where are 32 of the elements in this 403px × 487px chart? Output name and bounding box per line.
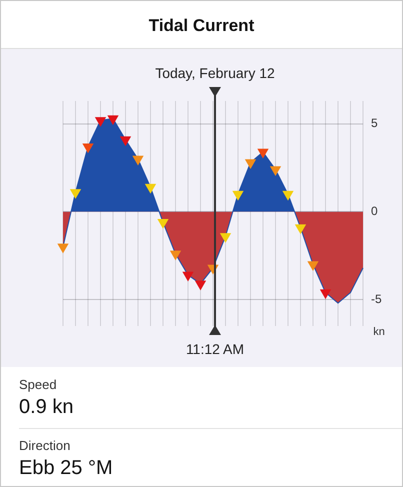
text: Speed [18, 377, 58, 392]
point [145, 184, 156, 194]
point [320, 289, 331, 299]
point [295, 224, 306, 234]
text: 0.9 kn [18, 396, 74, 419]
y-tick-label: -5 [371, 292, 382, 306]
chart-subtitle: Today, February 12 [154, 65, 276, 81]
y-axis-title: kn [373, 326, 385, 338]
text: Ebb 25 °M [18, 457, 114, 480]
point [132, 156, 144, 166]
y-tick-label: 5 [371, 116, 378, 130]
text: 11:12 AM [184, 341, 246, 357]
point [308, 261, 318, 270]
chart-title: Tidal Current [1, 1, 402, 49]
point [70, 189, 81, 198]
point [58, 244, 68, 253]
point [170, 250, 181, 260]
point [258, 148, 268, 158]
point [182, 272, 194, 282]
point [95, 117, 106, 126]
y-tick-label: 0 [371, 204, 378, 218]
point [270, 166, 281, 176]
point [232, 190, 244, 200]
point [158, 219, 168, 228]
point [245, 159, 256, 169]
text: Direction [18, 438, 72, 453]
point [195, 280, 206, 290]
point [220, 233, 231, 242]
point [120, 136, 131, 146]
point [82, 143, 94, 153]
point [282, 190, 294, 200]
point [108, 115, 118, 125]
